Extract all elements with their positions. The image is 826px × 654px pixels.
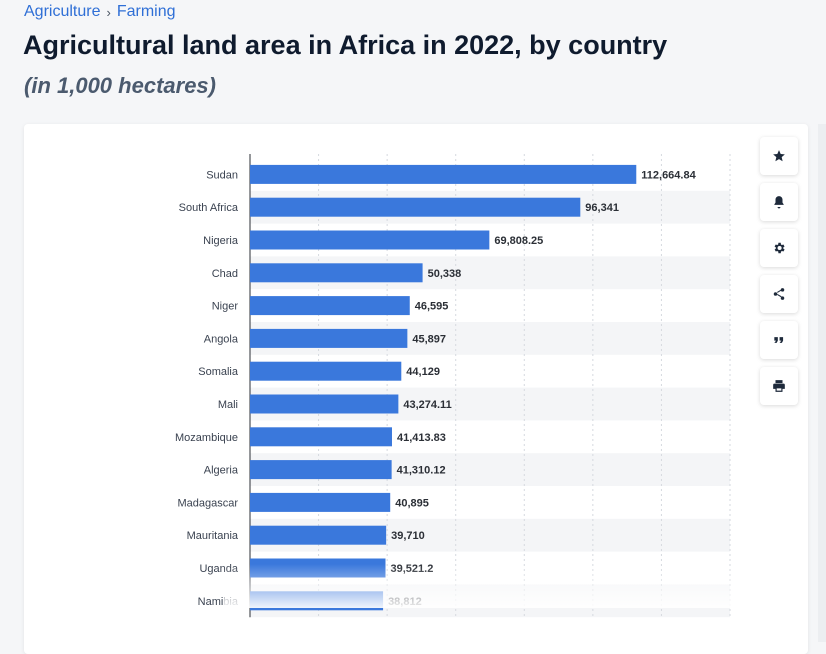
value-label: 96,341: [585, 202, 619, 214]
page-title: Agricultural land area in Africa in 2022…: [23, 30, 668, 60]
bar-angola: [250, 328, 408, 348]
value-label: 46,595: [415, 301, 449, 313]
category-label: Angola: [204, 333, 239, 345]
bar-mali: [250, 394, 399, 414]
category-label: Chad: [212, 268, 238, 280]
breadcrumb-farming-link[interactable]: Farming: [116, 3, 176, 20]
category-label: Somalia: [198, 366, 239, 378]
category-label: Niger: [212, 301, 239, 313]
value-label: 39,710: [391, 530, 425, 542]
quote-icon: [774, 337, 784, 343]
bar-algeria: [250, 460, 392, 480]
notification-button[interactable]: [760, 183, 798, 221]
star-icon: [773, 150, 785, 162]
category-label: Algeria: [204, 465, 239, 477]
cite-button[interactable]: [760, 321, 798, 359]
value-label: 38,812: [388, 596, 422, 608]
share-icon: [773, 288, 785, 300]
value-label: 40,895: [395, 497, 429, 509]
category-label: Mozambique: [175, 432, 238, 444]
bar-mauritania: [250, 525, 387, 545]
chart-card: Sudan 112,664.84 South Africa 96,341 Nigeria…: [24, 124, 808, 654]
bar-namibia: [250, 591, 384, 611]
page-subtitle: (in 1,000 hectares): [24, 73, 216, 98]
value-label: 39,521.2: [391, 563, 434, 575]
breadcrumb-separator: ›: [106, 4, 111, 20]
bar-niger: [250, 296, 410, 316]
category-label: Mali: [218, 399, 238, 411]
value-label: 44,129: [406, 366, 440, 378]
print-button[interactable]: [760, 367, 798, 405]
value-label: 45,897: [412, 333, 446, 345]
bar-somalia: [250, 361, 402, 381]
value-label: 41,310.12: [397, 465, 446, 477]
category-label: Sudan: [206, 169, 238, 181]
value-label: 50,338: [428, 268, 462, 280]
breadcrumb: Agriculture › Farming: [24, 3, 176, 21]
bar-uganda: [250, 558, 386, 578]
chart-toolbar: [760, 137, 798, 405]
breadcrumb-agriculture-link[interactable]: Agriculture: [24, 3, 101, 20]
page-edge: [818, 124, 826, 642]
category-label: Nigeria: [203, 235, 239, 247]
category-label: Uganda: [199, 563, 238, 575]
bar-mozambique: [250, 427, 392, 447]
value-label: 41,413.83: [397, 432, 446, 444]
gear-icon: [774, 242, 785, 254]
category-label: Namibia: [198, 596, 239, 608]
bar-south-africa: [250, 197, 581, 217]
favorite-button[interactable]: [760, 137, 798, 175]
settings-button[interactable]: [760, 229, 798, 267]
category-label: Madagascar: [177, 497, 238, 509]
bar-nigeria: [250, 230, 490, 250]
category-label: Mauritania: [187, 530, 239, 542]
bar-madagascar: [250, 492, 391, 512]
category-label: South Africa: [179, 202, 239, 214]
share-button[interactable]: [760, 275, 798, 313]
bar-chart: Sudan 112,664.84 South Africa 96,341 Nigeria…: [175, 154, 731, 618]
chart-area: Sudan 112,664.84 South Africa 96,341 Nigeria…: [24, 124, 808, 647]
bar-chad: [250, 263, 423, 283]
print-icon: [773, 380, 785, 392]
bar-sudan: [250, 164, 637, 184]
value-label: 43,274.11: [403, 399, 451, 411]
value-label: 112,664.84: [641, 169, 696, 181]
bell-icon: [774, 196, 784, 209]
value-label: 69,808.25: [494, 235, 543, 247]
